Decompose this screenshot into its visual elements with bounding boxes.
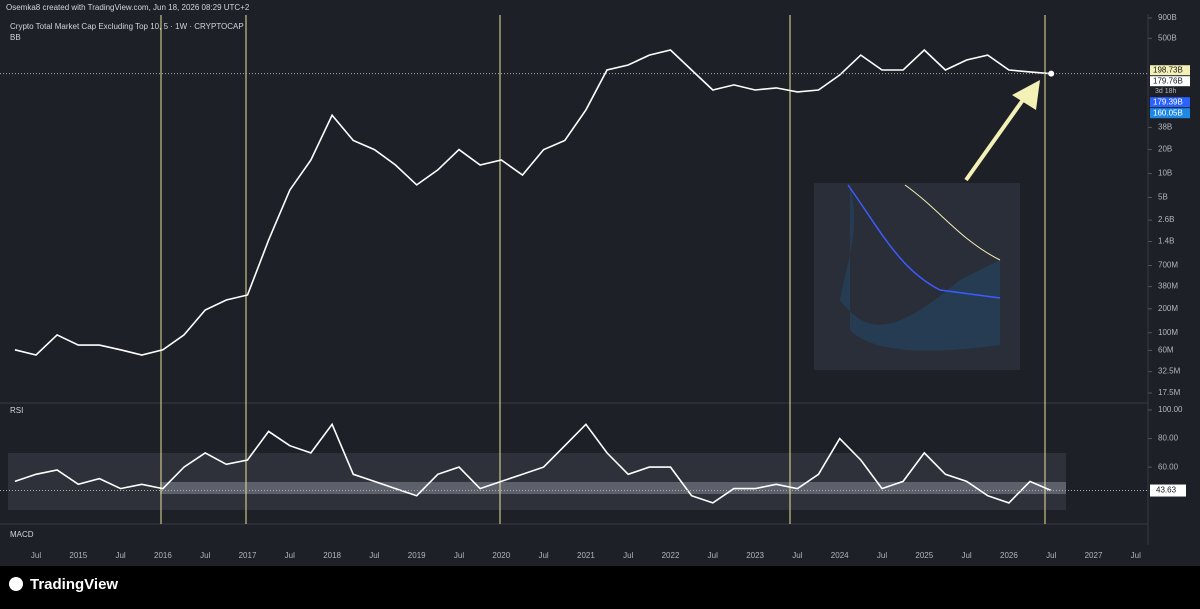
x-tick-label: Jul [877, 551, 887, 560]
symbol: Crypto Total Market Cap Excluding Top 10… [10, 22, 244, 31]
y-tick-label: 200M [1158, 304, 1178, 313]
price-tag-label: 198.73B [1153, 65, 1183, 74]
x-tick-label: Jul [115, 551, 125, 560]
price-tag [1150, 108, 1190, 119]
brand: TradingView [30, 576, 118, 593]
x-tick-label: Jul [623, 551, 633, 560]
x-tick-label: 2024 [831, 551, 849, 560]
y-tick-label: 700M [1158, 261, 1178, 270]
y-tick-label: 80.00 [1158, 434, 1179, 443]
x-tick-label: Jul [369, 551, 379, 560]
price-line [14, 422, 1052, 504]
price-tag-label: 160.05B [1153, 108, 1183, 117]
price-tag-label: 179.39B [1153, 97, 1183, 106]
rsi-highlight [160, 482, 1066, 494]
price-tag-label: 179.76B [1153, 76, 1183, 85]
x-tick-label: Jul [708, 551, 718, 560]
x-tick-label: 2021 [577, 551, 595, 560]
arrow [964, 80, 1040, 182]
price-tag [1150, 97, 1190, 108]
credit: Osemka8 created with TradingView.com, Ju… [6, 3, 250, 12]
x-tick-label: 2025 [915, 551, 933, 560]
price-tag [1150, 76, 1190, 87]
y-tick-label: 10B [1158, 169, 1172, 178]
price-line [14, 48, 1052, 356]
y-tick-label: 100M [1158, 328, 1178, 337]
x-tick-label: Jul [285, 551, 295, 560]
x-tick-label: 2022 [662, 551, 680, 560]
footer-bar [0, 566, 1200, 604]
x-tick-label: Jul [1046, 551, 1056, 560]
rsi-tag-label: 43.63 [1156, 486, 1177, 495]
y-tick-label: 2.6B [1158, 215, 1174, 224]
y-tick-label: 32.5M [1158, 367, 1181, 376]
x-tick-label: 2019 [408, 551, 426, 560]
x-tick-label: 2015 [69, 551, 87, 560]
y-tick-label: 380M [1158, 282, 1178, 291]
brand-logo [9, 577, 23, 591]
x-tick-label: Jul [1131, 551, 1141, 560]
x-tick-label: 2023 [746, 551, 764, 560]
inset-zoom [814, 183, 1020, 370]
x-tick-label: Jul [538, 551, 548, 560]
y-tick-label: 17.5M [1158, 388, 1181, 397]
rsi-band [8, 453, 1066, 510]
rsi-title: RSI [10, 406, 23, 415]
x-tick-label: Jul [454, 551, 464, 560]
x-tick-label: Jul [31, 551, 41, 560]
x-tick-label: 2017 [239, 551, 257, 560]
x-tick-label: 2016 [154, 551, 172, 560]
y-tick-label: 60.00 [1158, 462, 1179, 471]
x-tick-label: 2020 [492, 551, 510, 560]
indicator: BB [10, 33, 21, 42]
macd-title: MACD [10, 530, 34, 539]
x-tick-label: 2018 [323, 551, 341, 560]
y-tick-label: 20B [1158, 145, 1172, 154]
y-tick-label: 100.00 [1158, 405, 1183, 414]
countdown: 3d 18h [1155, 88, 1177, 95]
inset-basis [847, 184, 1001, 299]
x-tick-label: Jul [792, 551, 802, 560]
y-tick-label: 500B [1158, 33, 1177, 42]
y-tick-label: 1.4B [1158, 237, 1174, 246]
x-tick-label: Jul [961, 551, 971, 560]
y-tick-label: 5B [1158, 193, 1168, 202]
inset-band [840, 183, 1000, 351]
y-tick-label: 900B [1158, 13, 1177, 22]
price-tag [1150, 65, 1190, 76]
halving-lines [160, 15, 1046, 524]
arrow-head [1012, 80, 1040, 110]
arrow-shaft [964, 95, 1027, 182]
y-tick-label: 38B [1158, 123, 1172, 132]
x-tick-label: 2026 [1000, 551, 1018, 560]
x-tick-label: 2027 [1085, 551, 1103, 560]
inset-upper [904, 184, 1001, 261]
last-point [1048, 70, 1055, 77]
x-tick-label: Jul [200, 551, 210, 560]
rsi-tag [1150, 484, 1186, 497]
y-tick-label: 60M [1158, 346, 1174, 355]
